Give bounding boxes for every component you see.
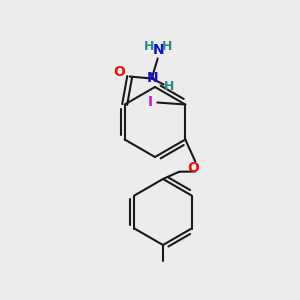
- Text: H: H: [164, 80, 174, 93]
- Text: O: O: [113, 65, 124, 80]
- Text: H: H: [143, 40, 154, 53]
- Text: I: I: [148, 95, 153, 110]
- Text: O: O: [188, 161, 199, 176]
- Text: H: H: [161, 40, 172, 53]
- Text: N: N: [147, 70, 158, 85]
- Text: N: N: [153, 44, 164, 58]
